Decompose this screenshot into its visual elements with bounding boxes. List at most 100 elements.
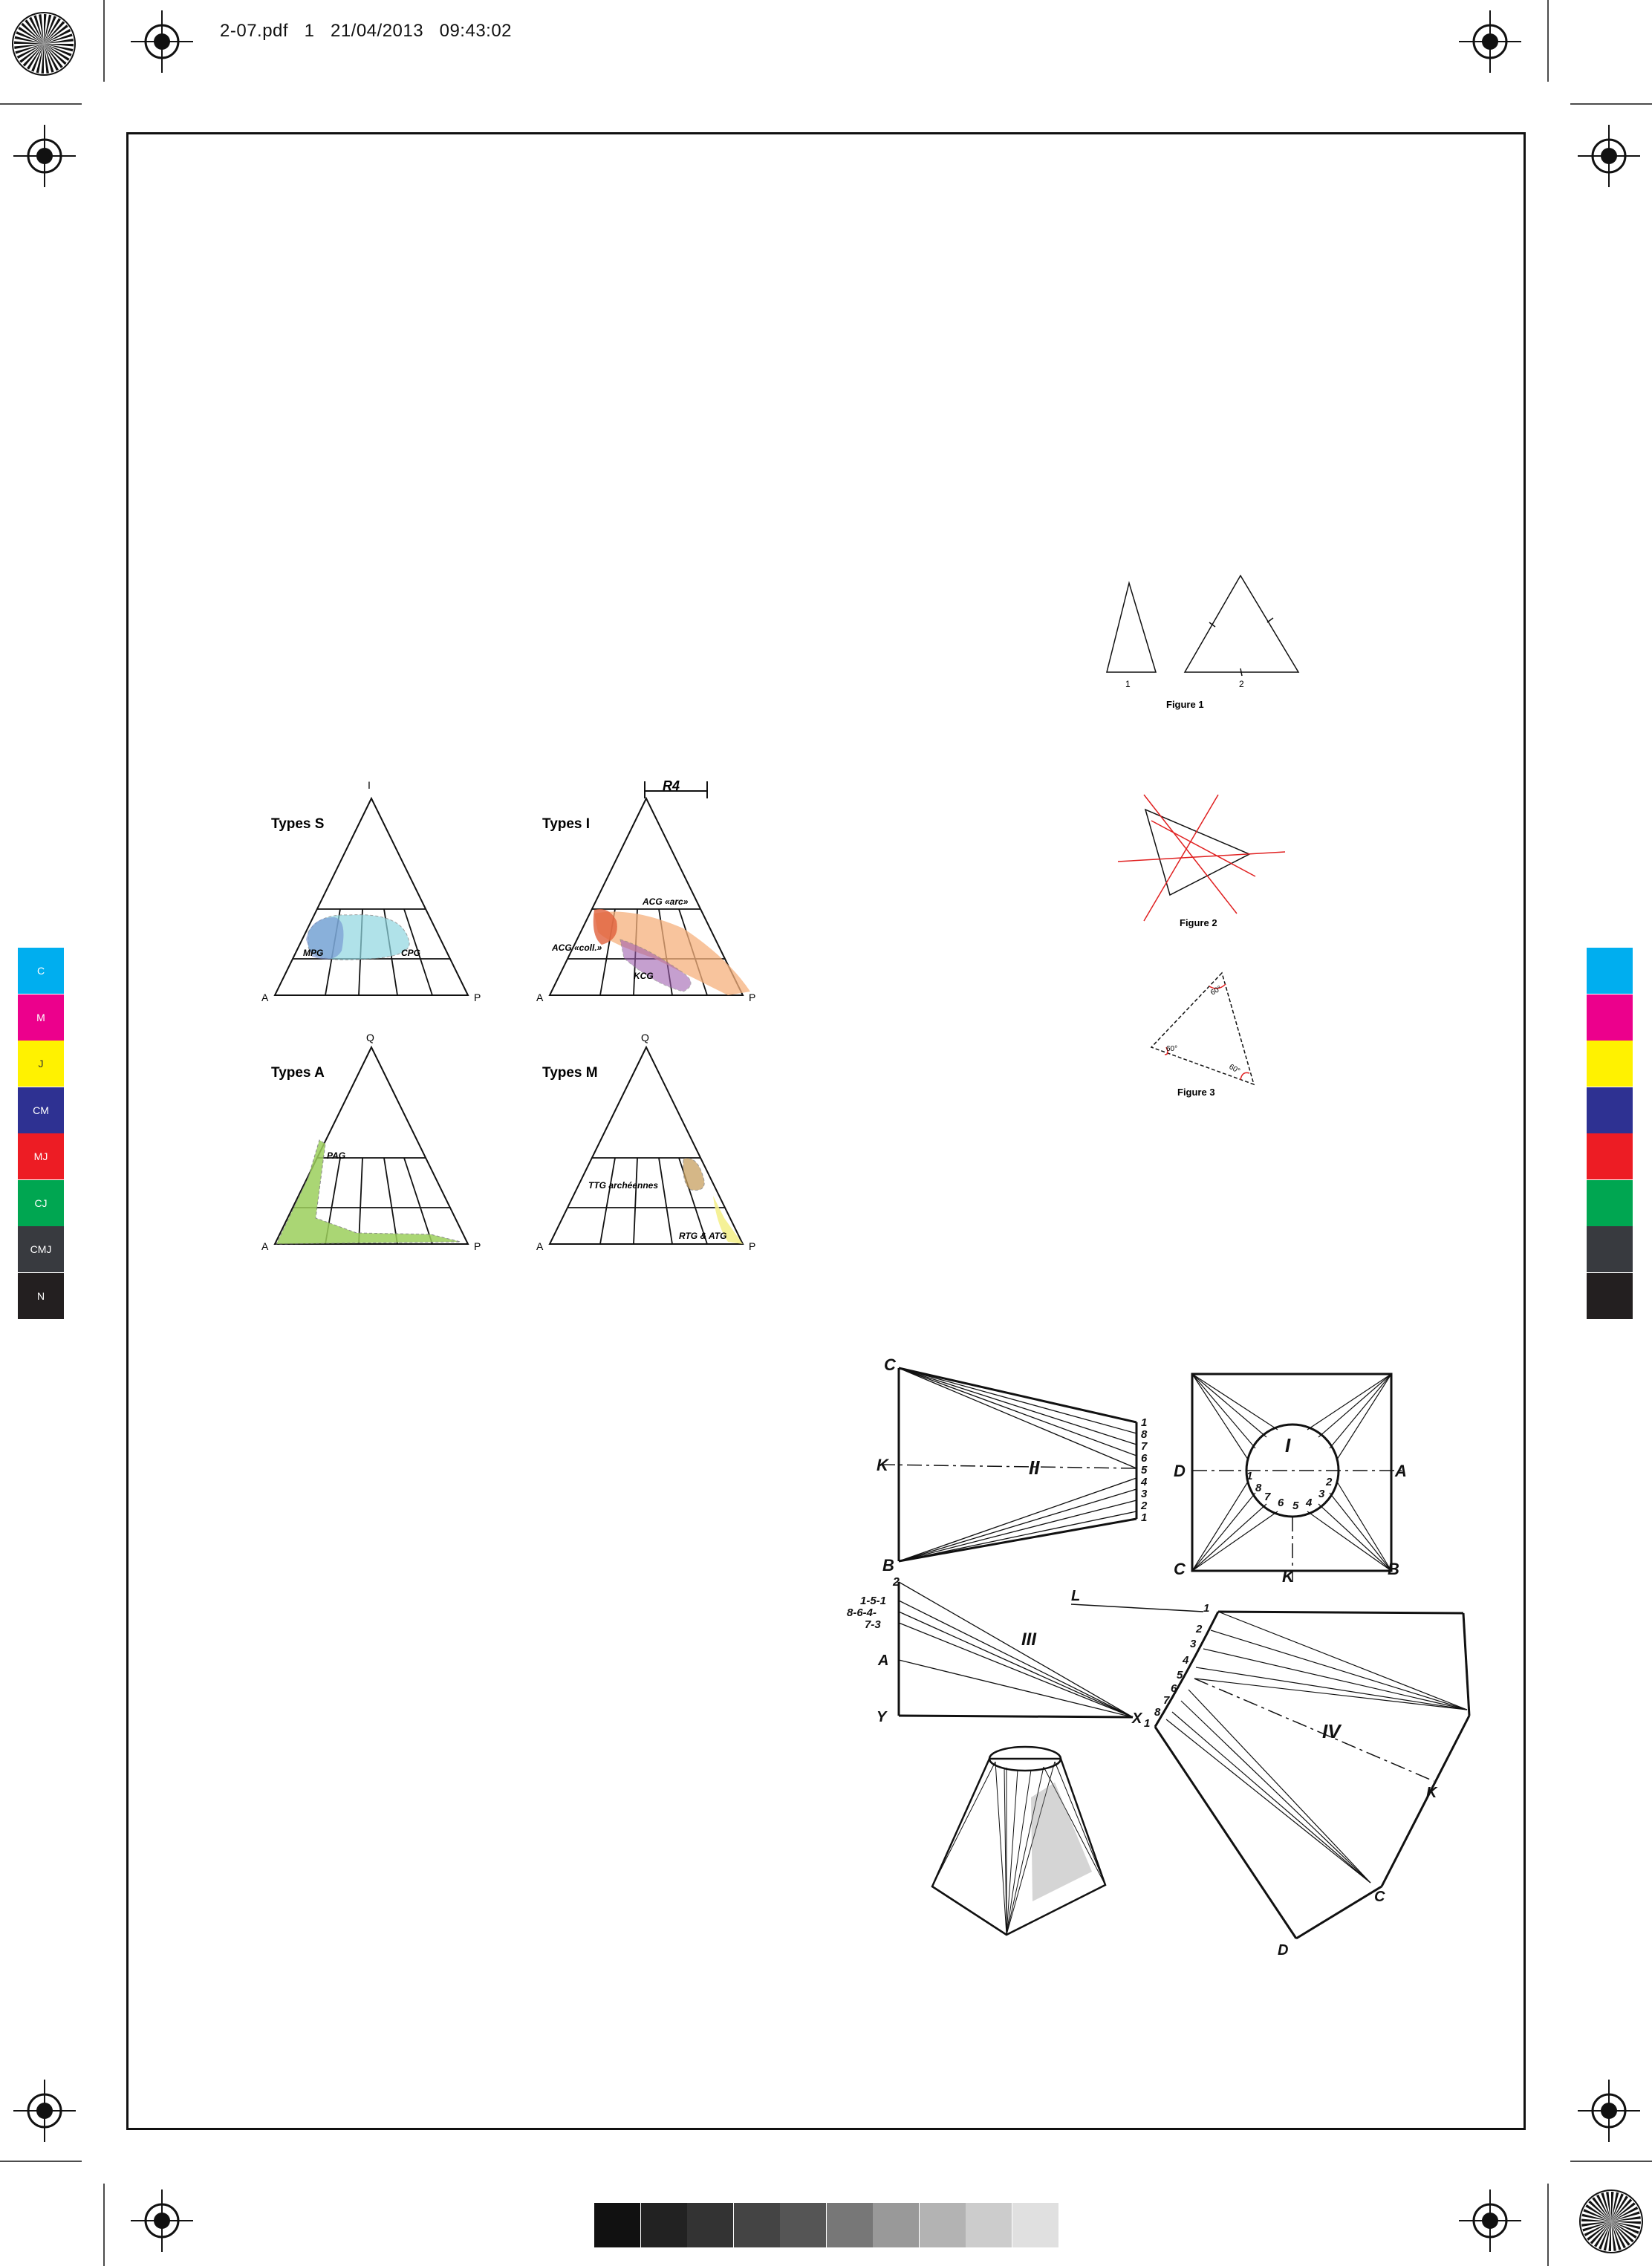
dev1-number: 4 [1305,1497,1313,1509]
starburst-ray [1611,2221,1641,2224]
dev4-number: 5 [1177,1669,1183,1681]
dev4-number: 3 [1190,1638,1197,1650]
starburst-ray [44,44,54,73]
dev2-k: K [877,1456,890,1474]
starburst-ray [1611,2221,1637,2239]
starburst-ray [25,19,44,44]
dev3-x: X [1131,1710,1143,1727]
figure-2: Figure 2 [1117,794,1286,928]
gray-swatch [873,2203,919,2247]
dev3-a: A [877,1653,888,1669]
starburst-ray [1611,2221,1616,2251]
starburst-ray [44,44,59,71]
starburst-ray [1592,2197,1611,2221]
fig1-label-2: 2 [1239,679,1244,689]
dev4-number: 6 [1171,1682,1177,1695]
starburst-ray [1594,2221,1611,2247]
color-swatch [1587,1272,1633,1319]
color-swatch [1587,1179,1633,1226]
dev-figure-4: L K C D IV [1070,1588,1471,1959]
starburst-ray [1611,2207,1639,2221]
gray-swatch [826,2203,873,2247]
starburst-ray [1583,2209,1611,2221]
gray-swatch [919,2203,966,2247]
registration-mark-icon [13,125,76,187]
gray-swatch [780,2203,826,2247]
types-s-top-label: I [368,779,371,791]
starburst-ray [44,16,56,44]
color-swatch: MJ [18,1133,64,1179]
starburst-ray [1596,2194,1611,2221]
registration-mark-icon [1459,10,1521,73]
starburst-ray [36,44,44,74]
types-m-title: Types M [542,1065,598,1081]
registration-mark-icon [131,2190,193,2252]
starburst-ray [1611,2198,1633,2221]
color-swatch: C [18,948,64,994]
dev3-z: 2 [892,1576,900,1589]
color-swatch [1587,948,1633,994]
registration-mark-icon [1459,2190,1521,2252]
types-m-p-label: P [749,1240,755,1252]
color-swatch: M [18,994,64,1041]
starburst-ray [1601,2192,1611,2221]
starburst-ray [16,31,44,44]
print-header: 2-07.pdf 1 21/04/2013 09:43:02 [220,21,512,42]
dev1-d: D [1174,1462,1186,1480]
starburst-ray [44,21,65,44]
dev1-number: 5 [1292,1500,1299,1512]
starburst-ray [1611,2193,1624,2221]
registration-mark-icon [131,10,193,73]
starburst-ray [44,44,74,47]
dev1-c: C [1174,1560,1186,1578]
dev4-l: L [1071,1588,1080,1604]
dev1-number: 6 [1278,1497,1284,1509]
starburst-ray [1588,2200,1611,2221]
dev4-number: 1 [1203,1602,1209,1615]
qap-diagram-panel: Types S I A P MPG CPG Types I R4 A P ACG… [261,778,755,1252]
dev1-b: B [1388,1560,1399,1578]
starburst-ray [44,14,52,44]
color-swatch [1587,1087,1633,1133]
starburst-ray [1584,2221,1611,2236]
fig2-caption: Figure 2 [1180,917,1217,928]
dev1-number: 7 [1264,1491,1271,1503]
dev1-numeral: I [1285,1434,1291,1456]
dev2-number: 1 [1141,1416,1147,1429]
figure-1: 1 2 Figure 1 [1106,574,1300,710]
starburst-ray [14,41,44,44]
cpg-label: CPG [401,948,420,958]
gray-swatch [687,2203,733,2247]
dev2-number: 4 [1140,1476,1148,1488]
starburst-mark-icon [12,12,76,76]
starburst-ray [29,16,44,44]
transition-piece-sketch [931,1745,1107,1936]
dev2-number: 1 [1141,1511,1147,1524]
starburst-ray [1582,2221,1611,2232]
starburst-ray [1587,2221,1611,2241]
starburst-ray [31,44,44,72]
types-s-title: Types S [271,816,324,832]
types-i-title: Types I [542,816,590,832]
types-i-a-label: A [536,992,544,1003]
starburst-ray [1611,2221,1622,2250]
types-s-diagram: Types S I A P MPG CPG [261,779,481,1003]
starburst-ray [1599,2221,1611,2250]
starburst-ray [44,14,47,44]
dev4-number: 2 [1195,1623,1203,1635]
starburst-ray [1611,2221,1641,2230]
registration-mark-icon [1578,125,1640,187]
color-swatch: CJ [18,1179,64,1226]
dev4-number: 1 [1144,1717,1150,1730]
starburst-ray [1603,2221,1611,2251]
dev-figure-2: C K B II [877,1355,1138,1575]
color-swatch [1587,1133,1633,1179]
figure-3: 60° 60° 60° Figure 3 [1150,971,1255,1098]
starburst-ray [1611,2221,1639,2234]
page-number: 1 [304,21,315,41]
development-diagrams: C K B II I D A C B [847,1355,1471,1959]
starburst-ray [44,25,68,44]
types-a-a-label: A [261,1240,269,1252]
starburst-ray [21,22,44,44]
starburst-ray [1581,2221,1611,2227]
